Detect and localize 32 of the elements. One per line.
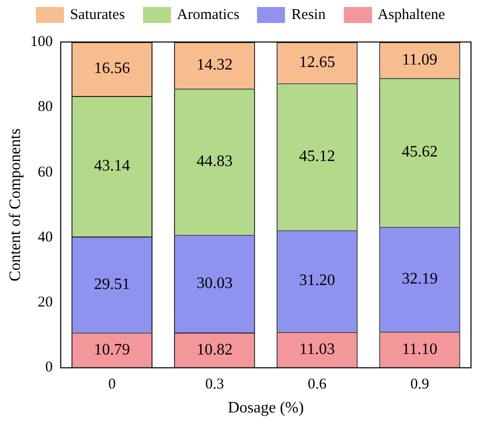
x-tick-label: 0.3 xyxy=(205,376,224,393)
data-label: 11.09 xyxy=(402,51,438,68)
data-label: 44.83 xyxy=(196,152,233,170)
y-tick-label: 40 xyxy=(38,229,53,246)
legend-label: Resin xyxy=(291,6,326,24)
y-axis-title: Content of Components xyxy=(6,128,24,282)
data-label: 11.03 xyxy=(299,341,335,358)
legend-label: Asphaltene xyxy=(378,6,446,24)
data-label: 10.79 xyxy=(94,341,130,358)
legend-label: Aromatics xyxy=(176,6,240,24)
data-label: 16.56 xyxy=(94,60,130,78)
data-label: 31.20 xyxy=(299,272,336,290)
data-label: 29.51 xyxy=(94,276,130,293)
y-tick-label: 20 xyxy=(38,294,53,311)
data-label: 43.14 xyxy=(94,157,130,174)
x-tick-label: 0.9 xyxy=(410,376,430,393)
x-tick-label: 0 xyxy=(108,376,116,393)
data-label: 45.12 xyxy=(299,148,336,165)
y-tick-label: 80 xyxy=(38,99,53,116)
x-tick-label: 0.6 xyxy=(308,376,328,393)
data-label: 14.32 xyxy=(196,56,233,74)
data-label: 10.82 xyxy=(196,341,233,358)
y-tick-label: 0 xyxy=(45,360,53,376)
data-label: 12.65 xyxy=(299,54,336,71)
y-tick-label: 60 xyxy=(38,164,53,180)
x-axis-title: Dosage (%) xyxy=(228,400,304,417)
y-tick-label: 100 xyxy=(30,34,53,50)
data-label: 30.03 xyxy=(196,274,233,292)
legend-label: Saturates xyxy=(70,6,125,24)
data-label: 11.10 xyxy=(402,340,438,358)
data-label: 45.62 xyxy=(402,144,438,161)
data-label: 32.19 xyxy=(402,270,438,288)
